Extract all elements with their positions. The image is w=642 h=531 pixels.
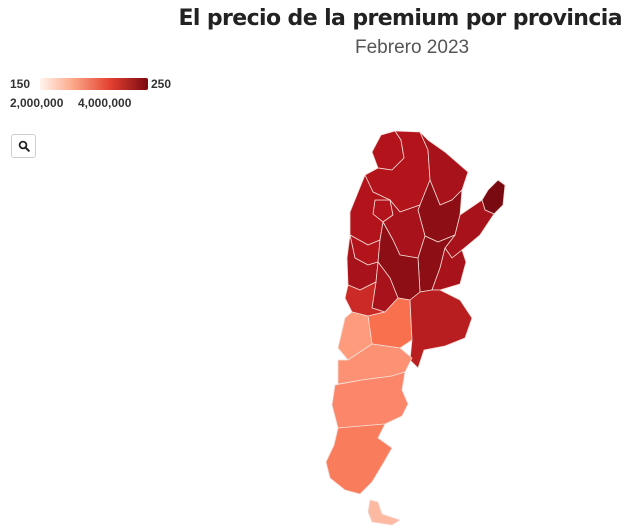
- region-chubut[interactable]: [331, 371, 409, 429]
- legend-size-label-high: 4,000,000: [78, 96, 132, 110]
- legend-min-label: 150: [10, 77, 31, 91]
- page-subtitle: Febrero 2023: [355, 37, 470, 58]
- region-misiones[interactable]: [481, 179, 506, 215]
- region-buenos-aires[interactable]: [409, 289, 473, 369]
- legend-size-label-low: 2,000,000: [10, 96, 64, 110]
- region-entre-rios[interactable]: [431, 247, 467, 291]
- page-title: El precio de la premium por provincia: [178, 6, 622, 31]
- color-legend: 150 250 2,000,000 4,000,000: [10, 76, 180, 116]
- region-tierra-del-fuego[interactable]: [367, 499, 401, 526]
- search-icon: [18, 140, 30, 152]
- legend-max-label: 250: [151, 77, 172, 91]
- search-button[interactable]: [11, 134, 36, 158]
- region-santa-cruz[interactable]: [325, 423, 393, 495]
- legend-color-bar: [40, 78, 148, 90]
